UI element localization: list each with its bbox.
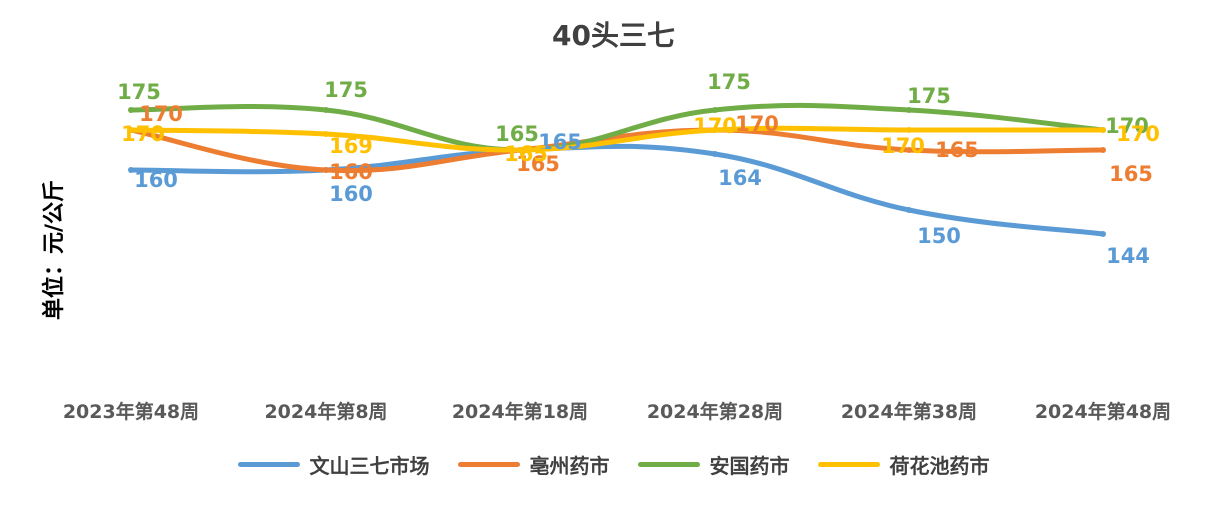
data-point xyxy=(323,107,329,113)
series-line-1 xyxy=(128,127,1106,174)
legend-label: 亳州药市 xyxy=(529,454,610,478)
data-point xyxy=(712,107,718,113)
data-label: 165 xyxy=(504,142,548,166)
data-point xyxy=(1100,231,1106,237)
x-tick-label: 2024年第18周 xyxy=(452,400,588,423)
data-label: 175 xyxy=(324,78,368,102)
series-line-3 xyxy=(128,125,1106,153)
x-tick-label: 2023年第48周 xyxy=(63,400,199,423)
data-label: 170 xyxy=(1116,122,1160,146)
legend-swatch xyxy=(237,462,300,467)
data-point xyxy=(128,167,134,173)
data-label: 170 xyxy=(693,114,737,138)
data-label: 175 xyxy=(707,70,751,94)
data-label: 165 xyxy=(495,122,539,146)
data-point xyxy=(517,147,523,153)
data-label: 170 xyxy=(735,112,779,136)
data-point xyxy=(906,127,912,133)
data-label: 160 xyxy=(134,168,178,192)
legend-item: 文山三七市场 xyxy=(237,450,430,479)
data-label: 170 xyxy=(139,102,183,126)
data-label: 160 xyxy=(329,182,373,206)
data-point xyxy=(1100,147,1106,153)
data-label: 170 xyxy=(121,122,165,146)
data-label: 144 xyxy=(1106,244,1150,268)
legend-swatch xyxy=(457,462,520,467)
data-label: 170 xyxy=(881,134,925,158)
series-line-2 xyxy=(128,102,1106,153)
plot-area: 2023年第48周 2024年第8周 2024年第18周 2024年第28周 2024年… xyxy=(63,70,1171,423)
legend-label: 安国药市 xyxy=(709,454,790,478)
legend-item: 安国药市 xyxy=(637,450,790,479)
data-label: 169 xyxy=(329,134,373,158)
legend-item: 荷花池药市 xyxy=(817,450,990,479)
data-label: 150 xyxy=(917,224,961,248)
legend-label: 文山三七市场 xyxy=(309,454,430,478)
data-point xyxy=(906,147,912,153)
data-label: 165 xyxy=(1109,162,1153,186)
x-tick-label: 2024年第48周 xyxy=(1035,400,1171,423)
data-point xyxy=(323,131,329,137)
data-label: 170 xyxy=(1105,114,1149,138)
data-point xyxy=(906,107,912,113)
data-point xyxy=(712,151,718,157)
data-label: 160 xyxy=(329,160,373,184)
data-point xyxy=(906,207,912,213)
data-point xyxy=(712,127,718,133)
data-label: 164 xyxy=(718,166,762,190)
legend-label: 荷花池药市 xyxy=(889,454,990,478)
legend: 文山三七市场 亳州药市 安国药市 荷花池药市 xyxy=(0,450,1227,479)
data-point xyxy=(1100,127,1106,133)
legend-swatch xyxy=(817,462,880,467)
x-tick-label: 2024年第28周 xyxy=(647,400,783,423)
data-label: 165 xyxy=(516,152,560,176)
chart-title: 40头三七 xyxy=(552,19,675,52)
legend-swatch xyxy=(637,462,700,467)
data-point xyxy=(323,167,329,173)
data-point xyxy=(128,127,134,133)
data-label: 175 xyxy=(907,84,951,108)
data-point xyxy=(128,107,134,113)
data-label: 165 xyxy=(538,130,582,154)
legend-item: 亳州药市 xyxy=(457,450,610,479)
data-label: 165 xyxy=(935,138,979,162)
x-tick-label: 2024年第38周 xyxy=(841,400,977,423)
data-label: 175 xyxy=(117,80,161,104)
x-tick-label: 2024年第8周 xyxy=(264,400,387,423)
